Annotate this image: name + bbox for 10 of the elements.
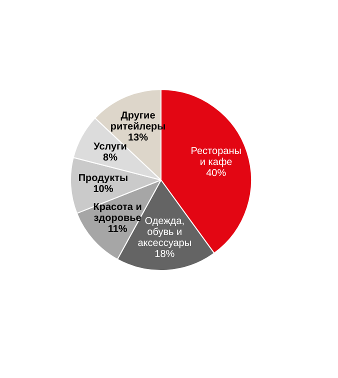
slice-label: Продукты: [78, 172, 128, 184]
data-label: 18%: [154, 249, 175, 260]
slice-label: Услуги: [94, 141, 127, 152]
slice-label: Красота и здоровье: [93, 202, 142, 224]
data-label: 8%: [103, 152, 118, 164]
slice-label: Рестораны и кафе: [190, 146, 242, 168]
data-label: 10%: [93, 184, 114, 195]
data-label: 40%: [206, 168, 226, 179]
data-label: 11%: [108, 224, 128, 236]
data-label: 13%: [128, 132, 148, 144]
